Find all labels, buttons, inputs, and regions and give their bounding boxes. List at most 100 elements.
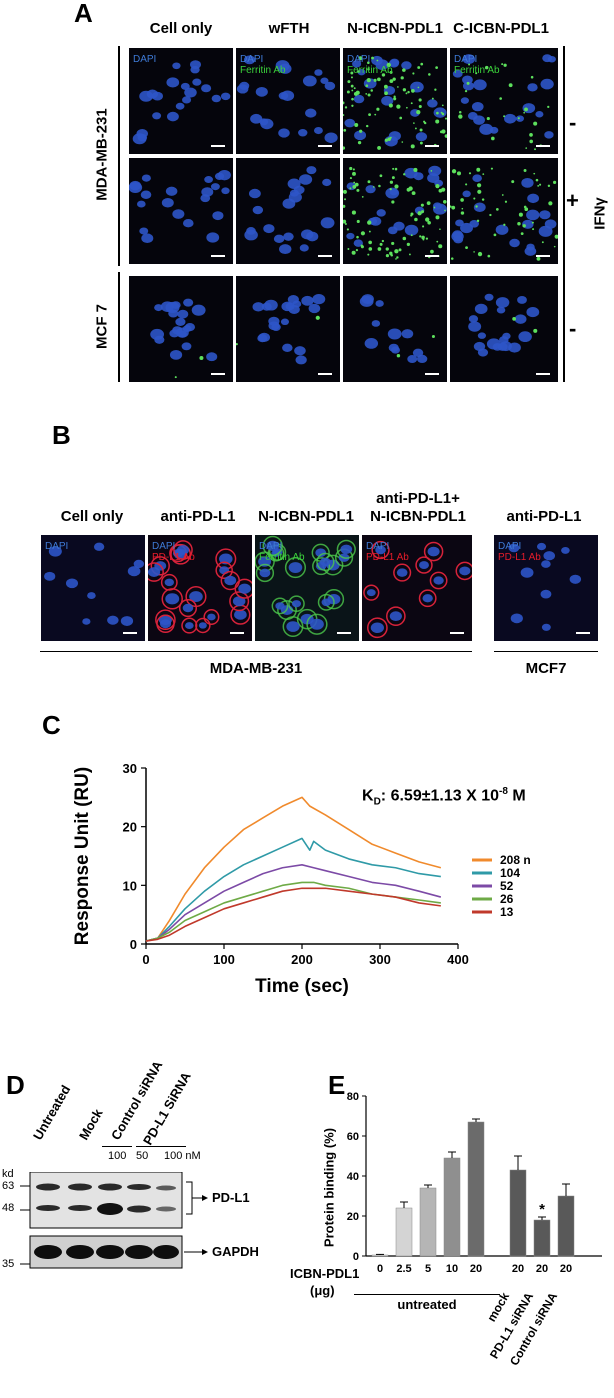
ferritin-dot — [517, 222, 521, 226]
nucleus-mark — [221, 187, 230, 195]
dapi-label: DAPI — [133, 54, 157, 65]
ferritin-dot — [417, 211, 422, 216]
ferritin-dot — [422, 225, 425, 228]
scale-bar — [576, 632, 590, 634]
x-tick-label: 300 — [369, 952, 391, 967]
ferritin-dot — [343, 219, 347, 224]
nucleus-mark — [353, 94, 365, 104]
ferritin-dot — [554, 234, 558, 239]
ferritin-dot — [365, 93, 368, 95]
ferritin-dot — [366, 77, 371, 83]
nucleus-mark — [278, 128, 290, 138]
nucleus-mark — [370, 622, 384, 634]
nucleus-mark — [391, 346, 400, 354]
panel-b-col-mcf7-anti-pdl1: anti-PD-L1 — [506, 508, 582, 525]
nucleus-mark — [518, 331, 532, 343]
nucleus-mark — [176, 545, 190, 555]
ferritin-dot — [520, 232, 524, 236]
ferritin-dot — [400, 76, 404, 80]
nucleus-mark — [527, 83, 538, 92]
ferritin-dot — [392, 77, 396, 81]
nucleus-mark — [364, 338, 379, 349]
bar — [443, 1157, 461, 1257]
ferritin-dot — [174, 376, 177, 379]
y-tick-label: 0 — [130, 937, 137, 952]
nucleus-mark — [320, 217, 335, 229]
nucleus-mark — [299, 174, 313, 185]
nucleus-mark — [499, 336, 509, 344]
cell-membrane-mark — [363, 584, 380, 601]
nucleus-mark — [294, 346, 306, 356]
ferritin-dot — [423, 120, 426, 123]
nucleus-mark — [192, 78, 202, 86]
nucleus-mark — [120, 616, 134, 626]
ferritin-label: Ferritin Ab — [347, 65, 393, 76]
nucleus-mark — [136, 200, 146, 208]
nucleus-mark — [93, 542, 105, 551]
ferritin-dot — [427, 220, 431, 225]
ferritin-dot — [368, 230, 371, 233]
ferritin-dot — [435, 215, 440, 220]
conc-100nm: 100 nM — [164, 1150, 201, 1162]
nucleus-mark — [300, 229, 314, 240]
scale-bar — [230, 632, 244, 634]
y-tick-label: 30 — [123, 761, 137, 776]
ferritin-dot — [475, 72, 478, 75]
nucleus-mark — [415, 132, 428, 142]
panel-b-tile-4: DAPI PD-L1 Ab — [362, 535, 472, 641]
nucleus-mark — [236, 84, 249, 94]
nucleus-mark — [526, 243, 535, 251]
ferritin-dot — [458, 110, 462, 114]
nucleus-mark — [248, 188, 261, 199]
panel-b-group-mda: MDA-MB-231 — [209, 660, 303, 677]
nucleus-mark — [352, 60, 362, 68]
nucleus-mark — [515, 115, 524, 122]
ferritin-dot — [529, 132, 533, 137]
ferritin-dot — [408, 253, 411, 256]
nucleus-mark — [541, 560, 551, 568]
cell-membrane-mark — [161, 588, 183, 610]
nucleus-mark — [189, 591, 203, 603]
nucleus-mark — [401, 329, 414, 339]
nucleus-mark — [324, 81, 336, 91]
ferritin-dot — [491, 136, 495, 141]
nucleus-mark — [521, 177, 534, 188]
ferritin-dot — [399, 116, 403, 120]
ferritin-dot — [418, 98, 422, 102]
ferritin-dot — [413, 167, 418, 173]
ferritin-dot — [389, 70, 393, 74]
nucleus-mark — [340, 544, 353, 554]
scale-bar — [318, 255, 332, 257]
ferritin-dot — [381, 239, 385, 243]
ferritin-dot — [438, 188, 443, 193]
nucleus-mark — [324, 132, 338, 143]
ferritin-dot — [425, 217, 430, 222]
ferritin-dot — [438, 244, 443, 249]
nucleus-mark — [322, 178, 332, 187]
ferritin-dot — [533, 172, 536, 175]
ferritin-dot — [532, 228, 535, 231]
ferritin-dot — [522, 224, 526, 228]
nucleus-mark — [82, 618, 91, 625]
cell-ferritin-mark — [271, 597, 289, 615]
nucleus-mark — [185, 622, 194, 630]
panel-a-row-mda: MDA-MB-231 — [93, 108, 111, 201]
ferritin-dot — [377, 145, 382, 150]
nucleus-mark — [281, 301, 294, 312]
ferritin-dot — [388, 103, 393, 108]
nucleus-mark — [526, 209, 540, 221]
ferritin-dot — [413, 122, 415, 124]
x-axis-title: Time (sec) — [255, 976, 349, 997]
x-tick-label: 2.5 — [396, 1263, 411, 1275]
nucleus-mark — [200, 194, 211, 203]
ferritin-dot — [420, 203, 424, 207]
nucleus-mark — [266, 540, 280, 552]
scale-bar — [425, 145, 439, 147]
cell-membrane-mark — [367, 617, 388, 639]
cell-membrane-mark — [415, 556, 433, 574]
nucleus-mark — [319, 557, 331, 567]
ferritin-dot — [355, 249, 359, 252]
ferritin-dot — [458, 114, 463, 119]
ferritin-dot — [390, 253, 393, 257]
nucleus-mark — [190, 65, 200, 74]
